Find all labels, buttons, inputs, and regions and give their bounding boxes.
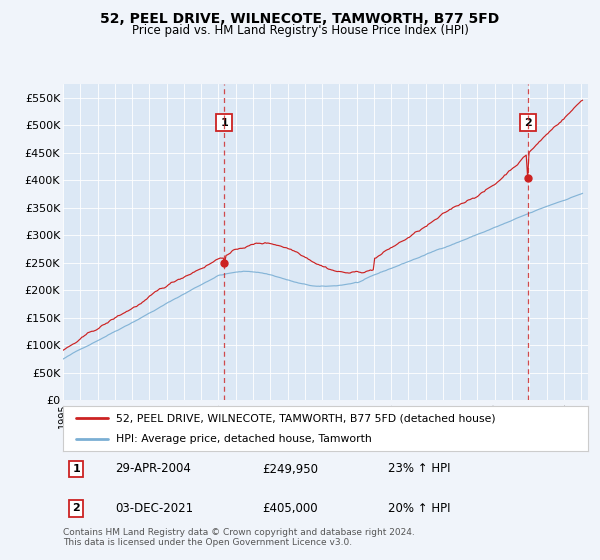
Text: Price paid vs. HM Land Registry's House Price Index (HPI): Price paid vs. HM Land Registry's House … [131, 24, 469, 36]
Text: 2: 2 [524, 118, 532, 128]
Text: HPI: Average price, detached house, Tamworth: HPI: Average price, detached house, Tamw… [115, 433, 371, 444]
Text: 03-DEC-2021: 03-DEC-2021 [115, 502, 194, 515]
Text: 1: 1 [220, 118, 228, 128]
Text: 1: 1 [72, 464, 80, 474]
Text: £405,000: £405,000 [263, 502, 318, 515]
Text: 20% ↑ HPI: 20% ↑ HPI [389, 502, 451, 515]
Text: 52, PEEL DRIVE, WILNECOTE, TAMWORTH, B77 5FD: 52, PEEL DRIVE, WILNECOTE, TAMWORTH, B77… [100, 12, 500, 26]
Text: £249,950: £249,950 [263, 463, 319, 475]
Text: 23% ↑ HPI: 23% ↑ HPI [389, 463, 451, 475]
Text: 2: 2 [72, 503, 80, 513]
Text: Contains HM Land Registry data © Crown copyright and database right 2024.
This d: Contains HM Land Registry data © Crown c… [63, 528, 415, 547]
Text: 52, PEEL DRIVE, WILNECOTE, TAMWORTH, B77 5FD (detached house): 52, PEEL DRIVE, WILNECOTE, TAMWORTH, B77… [115, 413, 495, 423]
Text: 29-APR-2004: 29-APR-2004 [115, 463, 191, 475]
